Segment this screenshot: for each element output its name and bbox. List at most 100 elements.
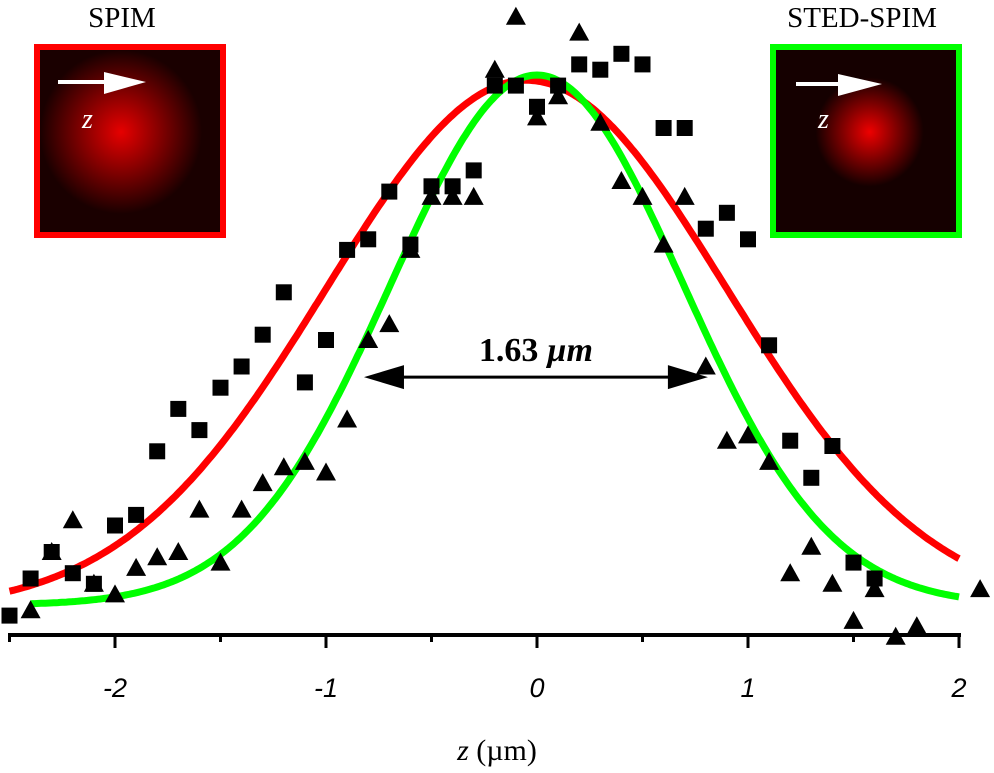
square-data-point bbox=[465, 162, 482, 179]
square-data-point bbox=[170, 400, 187, 417]
x-axis: -2 -1 0 1 2 bbox=[8, 633, 967, 703]
triangle-data-point bbox=[864, 579, 885, 598]
square-data-point bbox=[613, 45, 630, 62]
spim-fit-curve bbox=[8, 76, 961, 595]
square-data-point bbox=[592, 61, 609, 78]
triangle-data-point bbox=[780, 563, 801, 582]
triangle-data-point bbox=[843, 610, 864, 629]
square-data-point bbox=[486, 77, 503, 94]
square-data-point bbox=[254, 326, 271, 343]
triangle-data-point bbox=[189, 499, 210, 518]
square-data-point bbox=[296, 374, 313, 391]
triangle-data-point bbox=[695, 356, 716, 375]
square-data-point bbox=[655, 120, 672, 136]
triangle-data-point bbox=[569, 22, 590, 41]
triangle-data-point bbox=[20, 600, 41, 619]
square-data-point bbox=[571, 56, 588, 73]
square-data-point bbox=[824, 438, 841, 454]
square-data-point bbox=[381, 183, 398, 200]
square-data-point bbox=[191, 422, 208, 439]
x-tick-label: 0 bbox=[529, 673, 544, 703]
x-tick-label: 2 bbox=[950, 673, 966, 703]
square-data-point bbox=[740, 231, 756, 248]
triangle-data-point bbox=[273, 457, 294, 476]
sted-z-label: z bbox=[817, 104, 829, 135]
triangle-data-point bbox=[738, 425, 758, 444]
spim-z-label: z bbox=[81, 104, 93, 135]
square-data-point bbox=[550, 77, 567, 94]
square-data-point bbox=[233, 358, 250, 375]
sted-spim-inset: STED-SPIM z bbox=[770, 2, 962, 238]
square-data-point bbox=[676, 120, 693, 136]
square-data-point bbox=[718, 204, 735, 221]
triangle-data-point bbox=[442, 186, 463, 205]
triangle-data-point bbox=[674, 186, 695, 205]
triangle-data-point bbox=[337, 409, 358, 428]
spim-inset-title: SPIM bbox=[88, 2, 156, 34]
triangle-data-point bbox=[759, 451, 780, 470]
sted-spim-fit-curve bbox=[30, 71, 960, 608]
square-data-point bbox=[423, 178, 440, 195]
triangle-data-point bbox=[885, 626, 906, 645]
triangle-data-point bbox=[970, 579, 991, 598]
triangle-data-point bbox=[316, 462, 336, 481]
sted-spim-inset-title: STED-SPIM bbox=[787, 2, 937, 34]
triangle-data-point bbox=[210, 552, 231, 571]
x-tick-label: 1 bbox=[740, 673, 755, 703]
triangle-data-point bbox=[611, 171, 632, 189]
triangle-data-point bbox=[421, 186, 442, 205]
square-data-point bbox=[782, 432, 799, 449]
triangle-data-point bbox=[505, 6, 526, 25]
data-points bbox=[1, 6, 991, 645]
triangle-data-point bbox=[590, 112, 611, 131]
triangle-data-point bbox=[379, 314, 400, 333]
spim-psf-image bbox=[40, 50, 220, 232]
square-data-point bbox=[212, 379, 229, 396]
square-data-point bbox=[634, 56, 651, 73]
triangle-data-point bbox=[463, 186, 484, 205]
triangle-data-point bbox=[252, 473, 273, 492]
triangle-data-point bbox=[231, 499, 252, 518]
square-data-point bbox=[275, 284, 292, 301]
triangle-data-point bbox=[294, 451, 315, 470]
triangle-data-point bbox=[801, 536, 822, 555]
square-data-point bbox=[507, 77, 524, 94]
square-data-point bbox=[529, 98, 545, 115]
triangle-data-point bbox=[632, 186, 653, 205]
square-data-point bbox=[761, 337, 778, 354]
triangle-data-point bbox=[62, 510, 83, 529]
x-axis-label: z (µm) bbox=[456, 734, 537, 767]
square-data-point bbox=[845, 554, 862, 571]
triangle-data-point bbox=[527, 107, 547, 126]
square-data-point bbox=[1, 607, 18, 624]
z-direction-arrow-icon bbox=[796, 74, 882, 96]
square-data-point bbox=[128, 506, 145, 523]
triangle-data-point bbox=[83, 573, 104, 592]
square-data-point bbox=[22, 570, 39, 587]
triangle-data-point bbox=[906, 616, 927, 635]
square-data-point bbox=[866, 570, 883, 587]
spim-inset: SPIM z bbox=[34, 2, 226, 238]
triangle-data-point bbox=[358, 330, 379, 348]
triangle-data-point bbox=[126, 557, 147, 576]
triangle-data-point bbox=[147, 547, 168, 566]
square-data-point bbox=[107, 517, 123, 534]
fwhm-annotation: 1.63 µm bbox=[363, 332, 708, 390]
triangle-data-point bbox=[653, 234, 674, 253]
triangle-data-point bbox=[105, 584, 125, 603]
arrowhead-left-icon bbox=[363, 365, 404, 390]
x-tick-label: -2 bbox=[103, 673, 127, 703]
x-tick-label: -1 bbox=[314, 673, 338, 703]
arrowhead-right-icon bbox=[667, 365, 708, 390]
triangle-data-point bbox=[168, 542, 189, 560]
triangle-data-point bbox=[400, 239, 421, 258]
square-data-point bbox=[339, 241, 356, 258]
square-data-point bbox=[318, 332, 334, 348]
triangle-data-point bbox=[716, 430, 737, 449]
z-direction-arrow-icon bbox=[58, 72, 146, 94]
square-data-point bbox=[803, 469, 820, 486]
square-data-point bbox=[360, 231, 377, 248]
triangle-data-point bbox=[41, 542, 62, 560]
square-data-point bbox=[444, 178, 461, 195]
